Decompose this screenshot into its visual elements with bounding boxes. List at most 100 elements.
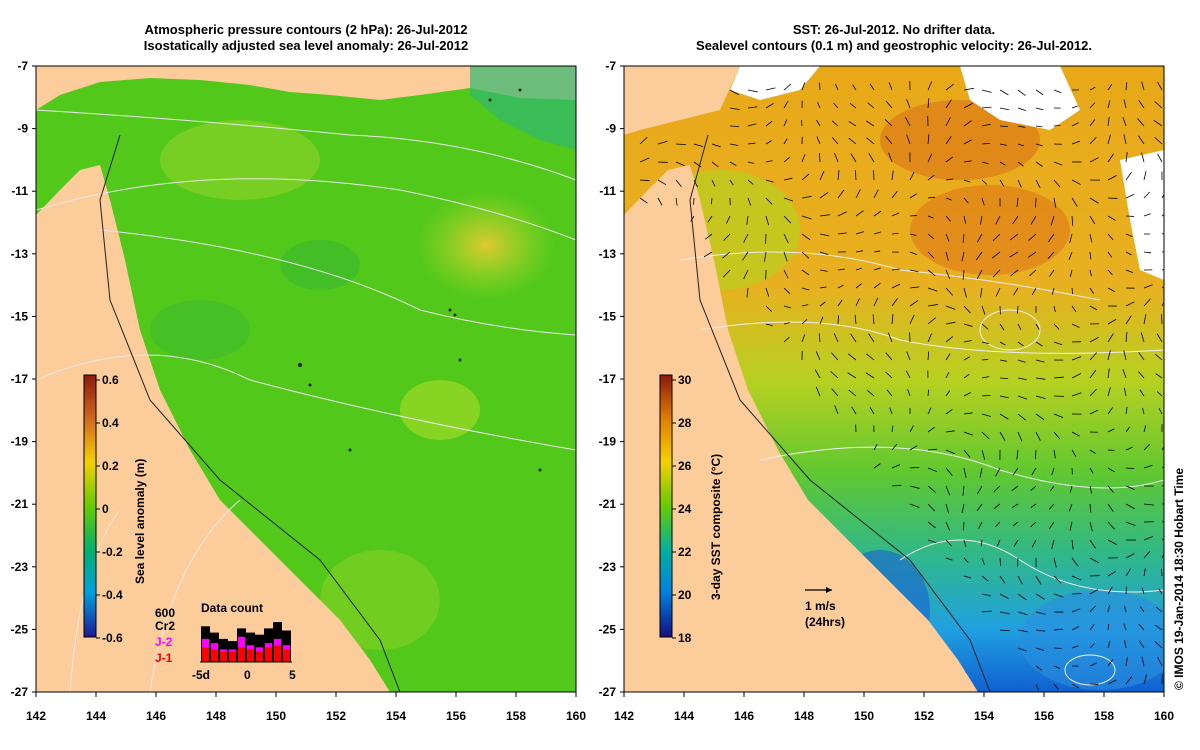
velocity-vector bbox=[1071, 626, 1080, 631]
lat-tick-label: -23 bbox=[599, 560, 617, 574]
sst-colorbar-ticks: 30 28 26 24 22 20 18 bbox=[672, 373, 692, 645]
velocity-vector bbox=[980, 539, 983, 547]
velocity-vector bbox=[1143, 503, 1154, 506]
velocity-vector bbox=[872, 314, 875, 325]
velocity-vector bbox=[869, 83, 875, 91]
velocity-vector bbox=[1156, 606, 1163, 613]
velocity-vector bbox=[927, 269, 936, 277]
velocity-vector bbox=[981, 123, 991, 127]
velocity-vector bbox=[945, 485, 951, 496]
right-map bbox=[624, 66, 1164, 692]
velocity-vector bbox=[945, 539, 952, 547]
velocity-vector bbox=[783, 336, 790, 343]
velocity-vector bbox=[1107, 100, 1111, 109]
velocity-vector bbox=[999, 323, 1005, 331]
velocity-vector bbox=[833, 102, 839, 109]
velocity-vector bbox=[945, 353, 951, 361]
velocity-vector bbox=[945, 336, 954, 343]
velocity-vector bbox=[850, 153, 857, 163]
left-map bbox=[36, 66, 576, 692]
velocity-vector bbox=[1107, 539, 1118, 545]
velocity-vector bbox=[1017, 305, 1019, 314]
velocity-vector bbox=[1089, 157, 1099, 163]
velocity-vector bbox=[1161, 233, 1164, 235]
sla-high-anomaly bbox=[416, 190, 556, 300]
velocity-vector bbox=[1017, 593, 1027, 601]
velocity-vector bbox=[1143, 213, 1151, 217]
lon-tick-label: 146 bbox=[734, 709, 754, 723]
velocity-vector bbox=[743, 233, 749, 243]
lat-tick-label: -13 bbox=[599, 247, 617, 261]
lon-tick-label: 144 bbox=[86, 709, 106, 723]
velocity-vector bbox=[927, 389, 930, 397]
velocity-vector bbox=[1017, 395, 1028, 400]
velocity-vector bbox=[1053, 376, 1064, 379]
velocity-vector bbox=[1053, 575, 1062, 584]
velocity-vector bbox=[909, 286, 920, 289]
velocity-vector bbox=[1107, 623, 1110, 631]
velocity-vector bbox=[1035, 341, 1043, 347]
lon-tick-label: 148 bbox=[794, 709, 814, 723]
velocity-vector bbox=[1029, 269, 1037, 277]
velocity-vector bbox=[815, 351, 821, 361]
velocity-vector bbox=[855, 298, 860, 307]
velocity-vector bbox=[1035, 359, 1045, 363]
png-land bbox=[624, 66, 740, 135]
velocity-vector bbox=[1157, 657, 1163, 667]
velocity-vector bbox=[981, 323, 989, 330]
lat-tick-label: -13 bbox=[11, 247, 29, 261]
velocity-vector bbox=[927, 196, 936, 199]
velocity-vector bbox=[867, 102, 875, 109]
count-bar-j1 bbox=[202, 647, 209, 662]
velocity-vector bbox=[907, 389, 911, 397]
velocity-vector bbox=[868, 333, 875, 343]
legend-j1: J-1 bbox=[155, 651, 173, 665]
velocity-vector bbox=[981, 89, 992, 93]
count-bar-j1 bbox=[256, 651, 263, 662]
lat-tick-label: -17 bbox=[11, 372, 29, 386]
velocity-vector bbox=[963, 215, 967, 224]
velocity-vector bbox=[837, 232, 847, 235]
velocity-vector bbox=[1107, 174, 1117, 181]
lat-tick-label: -15 bbox=[599, 309, 617, 323]
velocity-vector bbox=[819, 269, 828, 272]
data-count-title: Data count bbox=[201, 601, 263, 615]
velocity-vector bbox=[1035, 125, 1043, 128]
velocity-vector bbox=[675, 143, 686, 146]
velocity-vector bbox=[1125, 332, 1128, 343]
velocity-vector bbox=[963, 102, 973, 109]
velocity-vector bbox=[657, 140, 668, 145]
velocity-vector bbox=[1031, 467, 1037, 476]
velocity-vector bbox=[1107, 233, 1114, 241]
velocity-vector bbox=[1071, 105, 1079, 109]
velocity-vector bbox=[927, 521, 936, 529]
velocity-vector bbox=[927, 287, 938, 292]
velocity-vector bbox=[1107, 467, 1115, 473]
lon-tick-label: 152 bbox=[914, 709, 934, 723]
velocity-vector bbox=[765, 179, 774, 183]
velocity-vector bbox=[962, 485, 965, 496]
left-title-line2: Isostatically adjusted sea level anomaly… bbox=[143, 38, 469, 53]
velocity-vector bbox=[909, 269, 919, 273]
velocity-vector bbox=[981, 376, 990, 379]
velocity-vector bbox=[1069, 485, 1073, 493]
velocity-vector bbox=[1071, 608, 1081, 613]
velocity-vector bbox=[1125, 503, 1135, 509]
velocity-vector bbox=[963, 557, 969, 563]
count-bar-j1 bbox=[211, 649, 218, 662]
data-count-bars bbox=[201, 622, 291, 662]
velocity-vector bbox=[1125, 657, 1128, 667]
velocity-vector bbox=[980, 287, 983, 298]
velocity-vector bbox=[909, 193, 917, 199]
velocity-vector bbox=[1125, 171, 1132, 181]
velocity-vector bbox=[999, 143, 1007, 146]
velocity-vector bbox=[1125, 251, 1132, 256]
velocity-vector bbox=[801, 233, 811, 241]
velocity-vector bbox=[747, 179, 754, 185]
velocity-vector bbox=[963, 139, 972, 145]
velocity-vector bbox=[801, 82, 806, 91]
warm-sst-patch bbox=[910, 185, 1070, 275]
velocity-vector bbox=[1153, 119, 1163, 127]
velocity-vector bbox=[1048, 503, 1055, 510]
velocity-vector bbox=[1142, 407, 1145, 415]
